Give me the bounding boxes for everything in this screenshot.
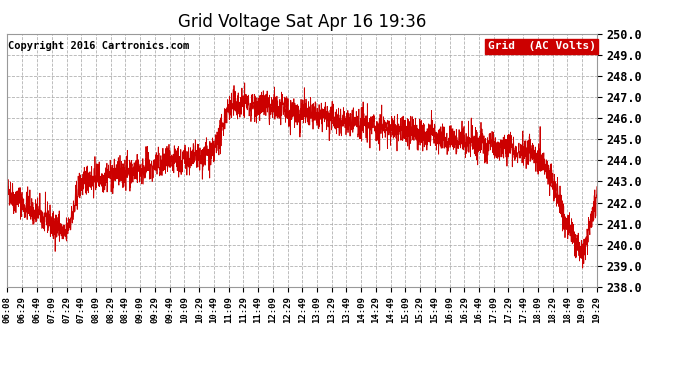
Text: Grid  (AC Volts): Grid (AC Volts) xyxy=(488,41,595,51)
Text: Copyright 2016 Cartronics.com: Copyright 2016 Cartronics.com xyxy=(8,41,189,51)
Title: Grid Voltage Sat Apr 16 19:36: Grid Voltage Sat Apr 16 19:36 xyxy=(178,13,426,31)
